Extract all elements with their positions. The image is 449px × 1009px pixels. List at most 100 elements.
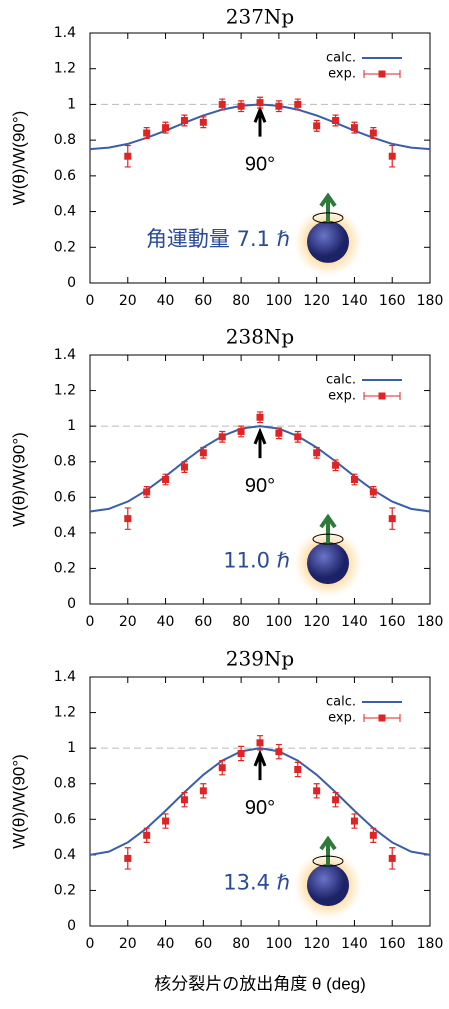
chart-title: 238Np bbox=[226, 325, 294, 349]
x-tick-label: 20 bbox=[119, 614, 137, 630]
x-tick-label: 120 bbox=[303, 293, 330, 309]
y-tick-label: 1.2 bbox=[54, 705, 76, 721]
data-point bbox=[199, 449, 207, 457]
x-tick-label: 140 bbox=[341, 293, 368, 309]
annotation: 11.0 ℏ bbox=[223, 548, 290, 572]
data-point bbox=[350, 476, 358, 483]
data-point bbox=[388, 152, 396, 160]
y-tick-label: 0.8 bbox=[54, 454, 76, 470]
y-tick-label: 0.6 bbox=[54, 489, 76, 505]
legend-label: exp. bbox=[328, 389, 356, 404]
y-tick-label: 0.8 bbox=[54, 132, 76, 148]
legend-marker bbox=[378, 714, 386, 722]
y-tick-label: 0.4 bbox=[54, 204, 76, 220]
data-point bbox=[369, 831, 377, 839]
y-tick-label: 1.2 bbox=[54, 61, 76, 77]
data-point bbox=[218, 764, 226, 772]
x-tick-label: 140 bbox=[341, 936, 368, 952]
x-tick-label: 160 bbox=[379, 614, 406, 630]
x-tick-label: 120 bbox=[303, 614, 330, 630]
data-point bbox=[332, 117, 340, 124]
y-tick-label: 0.6 bbox=[54, 811, 76, 827]
arrow bbox=[253, 427, 267, 459]
plot-frame bbox=[89, 676, 431, 927]
plot-frame bbox=[89, 354, 431, 605]
arrow bbox=[253, 105, 267, 137]
y-tick-label: 0 bbox=[67, 275, 76, 291]
data-point bbox=[124, 854, 132, 862]
spin-ring bbox=[312, 533, 344, 545]
y-tick-label: 1.4 bbox=[54, 669, 76, 685]
x-tick-label: 60 bbox=[194, 614, 212, 630]
data-point bbox=[332, 461, 340, 469]
plot-frame bbox=[89, 32, 431, 284]
x-tick-label: 80 bbox=[232, 614, 250, 630]
x-tick-label: 40 bbox=[157, 293, 175, 309]
data-point bbox=[237, 427, 245, 435]
data-point bbox=[275, 748, 283, 756]
x-tick-label: 80 bbox=[232, 936, 250, 952]
data-point bbox=[199, 787, 207, 795]
y-tick-label: 0.6 bbox=[54, 168, 76, 184]
y-tick-label: 1.4 bbox=[54, 25, 76, 41]
x-tick-label: 100 bbox=[266, 614, 293, 630]
data-point bbox=[180, 117, 188, 124]
data-point bbox=[256, 99, 264, 107]
data-point bbox=[313, 122, 321, 130]
x-tick-label: 80 bbox=[232, 293, 250, 309]
y-axis-label: W(θ)/W(90°) bbox=[9, 432, 28, 527]
data-point bbox=[124, 515, 132, 523]
y-tick-label: 0.2 bbox=[54, 239, 76, 255]
y-tick-label: 0.8 bbox=[54, 776, 76, 792]
data-point bbox=[350, 817, 358, 825]
annotation: 90° bbox=[245, 797, 275, 819]
y-tick-label: 0 bbox=[67, 596, 76, 612]
data-point bbox=[180, 796, 188, 804]
y-tick-label: 1 bbox=[67, 96, 76, 112]
data-point bbox=[275, 429, 283, 437]
x-tick-label: 160 bbox=[379, 293, 406, 309]
data-point bbox=[143, 488, 151, 496]
data-point bbox=[143, 129, 151, 137]
data-point bbox=[350, 124, 358, 132]
legend-marker bbox=[378, 70, 386, 78]
data-point bbox=[237, 102, 245, 110]
nucleus bbox=[307, 864, 349, 907]
data-point bbox=[275, 102, 283, 110]
data-point bbox=[294, 765, 302, 773]
x-tick-label: 60 bbox=[194, 936, 212, 952]
annotation: 角運動量 7.1 ℏ bbox=[146, 227, 290, 251]
x-axis-label: 核分裂片の放出角度 θ (deg) bbox=[154, 974, 366, 993]
x-tick-label: 0 bbox=[86, 614, 95, 630]
data-point bbox=[162, 817, 170, 825]
data-point bbox=[218, 100, 226, 108]
arrow bbox=[253, 749, 267, 781]
spin-arrow bbox=[319, 192, 337, 224]
x-tick-label: 0 bbox=[86, 936, 95, 952]
data-point bbox=[256, 413, 264, 421]
y-tick-label: 0.2 bbox=[54, 882, 76, 898]
panel: 237Np W(θ)/W(90°) 0 0.2 0.4 0.6 0.8 1 1.2 1.4 0 20 4… bbox=[9, 5, 443, 310]
annotation: 90° bbox=[245, 153, 275, 175]
data-point bbox=[294, 100, 302, 108]
data-point bbox=[313, 449, 321, 457]
data-point bbox=[124, 152, 132, 160]
data-point bbox=[162, 124, 170, 132]
x-tick-label: 100 bbox=[266, 293, 293, 309]
y-tick-label: 0.4 bbox=[54, 847, 76, 863]
data-point bbox=[388, 854, 396, 862]
chart-title: 239Np bbox=[226, 647, 294, 671]
y-tick-label: 0 bbox=[67, 918, 76, 934]
legend-label: calc. bbox=[326, 373, 356, 388]
data-point bbox=[218, 433, 226, 441]
spin-ring bbox=[312, 855, 344, 867]
data-point bbox=[313, 787, 321, 795]
x-tick-label: 100 bbox=[266, 936, 293, 952]
x-tick-label: 180 bbox=[417, 936, 444, 952]
legend-label: exp. bbox=[328, 711, 356, 726]
data-point bbox=[180, 463, 188, 471]
spin-ring bbox=[312, 212, 344, 224]
legend-marker bbox=[378, 392, 386, 400]
